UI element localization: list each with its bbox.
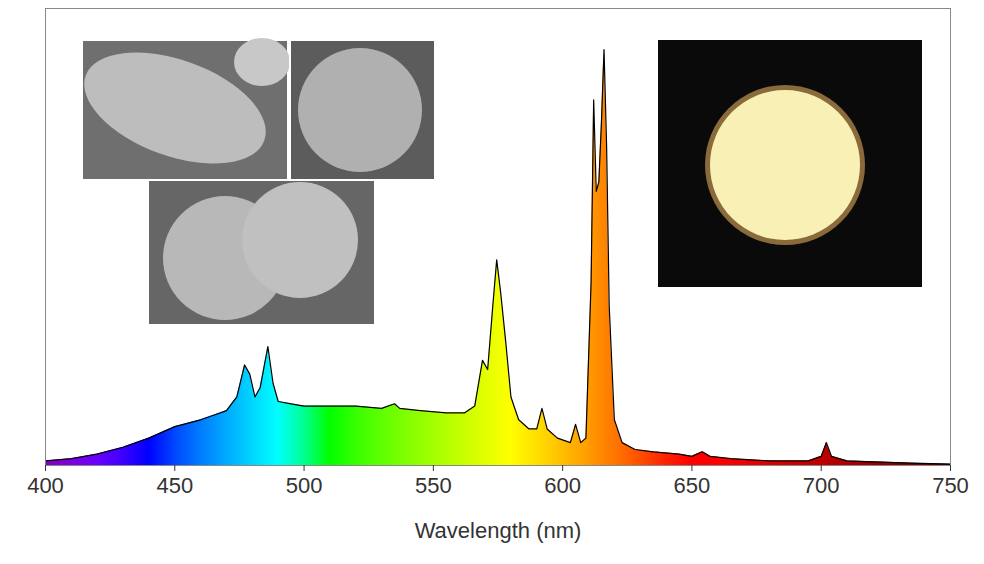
svg-text:Wavelength (nm): Wavelength (nm) bbox=[415, 518, 582, 543]
svg-text:750: 750 bbox=[932, 473, 969, 498]
svg-text:450: 450 bbox=[156, 473, 193, 498]
svg-text:650: 650 bbox=[674, 473, 711, 498]
svg-text:600: 600 bbox=[544, 473, 581, 498]
svg-text:700: 700 bbox=[803, 473, 840, 498]
svg-text:400: 400 bbox=[27, 473, 64, 498]
svg-text:500: 500 bbox=[286, 473, 323, 498]
svg-text:550: 550 bbox=[415, 473, 452, 498]
